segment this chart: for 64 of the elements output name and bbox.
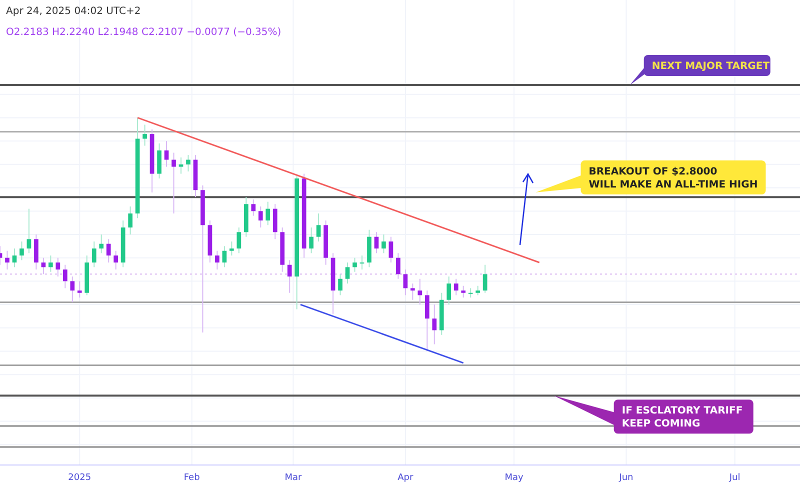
text: Apr 24, 2025 04:02 UTC+2 — [6, 6, 141, 17]
candlestick — [99, 234, 104, 254]
candlestick — [142, 124, 147, 146]
x-tick-label: Mar — [284, 473, 302, 483]
candlestick — [62, 264, 68, 289]
text: O2.2183 H2.2240 L2.1948 C2.2107 −0.0077 (−0.35%) — [6, 27, 282, 38]
candlestick — [186, 154, 190, 172]
candlestick — [418, 278, 422, 306]
candlestick — [287, 260, 292, 294]
candlestick — [157, 142, 162, 179]
candlestick — [114, 250, 118, 270]
x-tick-label: 2025 — [68, 473, 92, 483]
candlestick — [309, 226, 314, 254]
candlestick — [396, 252, 400, 280]
candlestick — [374, 232, 379, 254]
candlestick — [272, 204, 278, 240]
x-tick-label: Jun — [618, 473, 634, 483]
candlestick — [70, 276, 75, 303]
annotation: NEXT MAJOR TARGET — [652, 61, 770, 72]
candlestick — [345, 262, 350, 284]
candlestick — [266, 201, 270, 226]
candlestick — [360, 254, 364, 270]
candlestick — [172, 152, 176, 214]
candlestick — [222, 246, 227, 268]
candlestick — [20, 240, 24, 261]
candlestick — [476, 285, 480, 296]
candlestick — [230, 240, 234, 256]
candlestick — [215, 250, 220, 270]
candlestick — [106, 238, 111, 263]
candlestick — [128, 206, 132, 235]
candlestick — [236, 226, 242, 254]
candlestick — [432, 304, 437, 345]
candlestick — [56, 257, 60, 278]
candlestick — [258, 206, 263, 228]
candlestick — [34, 234, 38, 270]
candlestick — [48, 254, 53, 272]
candlestick — [446, 276, 452, 306]
candlestick — [77, 280, 82, 298]
candlestick — [454, 278, 458, 296]
candlestick — [352, 257, 357, 272]
candlestick — [468, 288, 473, 298]
candlestick — [382, 234, 386, 254]
callout: NEXT MAJOR TARGET — [630, 55, 770, 85]
candlestick — [92, 240, 96, 268]
callout: BREAKOUT OF $2.8000 WILL MAKE AN ALL-TIME HIGH — [536, 160, 766, 194]
x-tick-label: Apr — [398, 473, 414, 483]
x-tick-label: Jul — [728, 473, 740, 483]
candlestick — [338, 274, 342, 296]
candlestick — [482, 264, 488, 294]
candlestick — [316, 212, 321, 242]
candlestick — [251, 198, 256, 216]
candlestick — [410, 283, 415, 300]
candlestick — [424, 290, 430, 352]
callout: IF ESCLATORY TARIFF KEEP COMING — [554, 396, 754, 434]
candlestick — [388, 236, 394, 263]
candlestick — [461, 285, 466, 298]
candlestick — [12, 248, 17, 268]
annotation: IF ESCLATORY TARIFF KEEP COMING — [622, 406, 743, 430]
x-tick-label: May — [504, 473, 524, 483]
candlestick — [403, 269, 408, 296]
annotation: BREAKOUT OF $2.8000 WILL MAKE AN ALL-TIME HIGH — [588, 166, 758, 190]
candlestick — [26, 208, 32, 254]
candlestick — [5, 250, 10, 270]
x-tick-label: Feb — [184, 473, 200, 483]
